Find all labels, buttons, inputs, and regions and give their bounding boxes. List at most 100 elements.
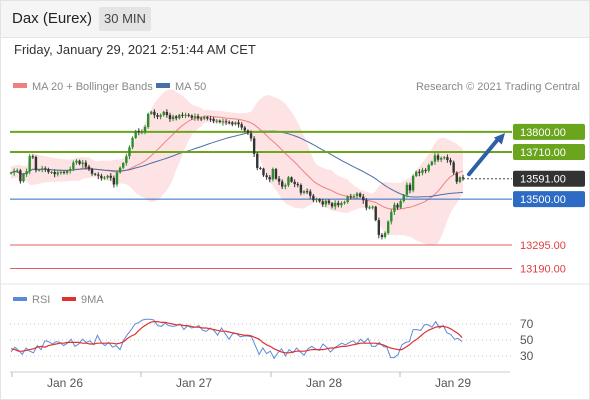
candle-body — [40, 168, 44, 170]
candle-body — [31, 156, 35, 158]
level-13295-00-label: 13295.00 — [520, 240, 566, 252]
candle-body — [265, 175, 268, 178]
candle-body — [215, 120, 218, 122]
candle-body — [333, 202, 337, 207]
main-legend: MA 20 + Bollinger Bands MA 50 Research ©… — [13, 81, 580, 93]
candle-body — [365, 200, 368, 208]
candle-body — [162, 111, 165, 116]
candle-body — [34, 156, 38, 171]
candle-body — [97, 174, 100, 176]
candle-body — [206, 117, 209, 119]
candle-body — [165, 111, 169, 116]
candle-body — [146, 113, 150, 127]
candle-body — [408, 184, 412, 191]
candle-body — [75, 160, 78, 163]
candle-body — [443, 157, 446, 159]
candle-body — [243, 127, 246, 131]
candle-body — [140, 131, 144, 133]
candle-body — [81, 162, 84, 164]
candle-body — [458, 177, 462, 182]
candle-body — [131, 137, 134, 148]
candle-body — [358, 193, 362, 197]
candle-body — [84, 162, 88, 167]
candle-body — [240, 124, 243, 128]
rsi-legend-swatch — [13, 297, 27, 301]
candle-body — [433, 155, 437, 162]
candle-body — [72, 162, 75, 170]
rsi-ma9-line — [10, 321, 463, 354]
instrument-title: Dax (Eurex) — [12, 10, 93, 27]
candle-body — [321, 201, 324, 205]
candle-body — [93, 173, 97, 175]
candle-body — [377, 220, 381, 235]
candle-body — [293, 181, 296, 185]
candle-body — [203, 117, 206, 119]
candle-body — [396, 204, 399, 208]
level-13591-00-badge — [513, 170, 585, 187]
candle-body — [175, 116, 178, 119]
candle-body — [312, 195, 315, 201]
candle-body — [56, 172, 59, 175]
candle-body — [100, 175, 103, 179]
candle-body — [415, 171, 418, 177]
candle-body — [122, 163, 125, 168]
candle-body — [374, 206, 377, 221]
candle-body — [383, 232, 387, 237]
candle-body — [343, 201, 346, 204]
candle-body — [368, 207, 371, 209]
candle-body — [330, 203, 334, 207]
time-axis: Jan 26 Jan 27 Jan 28 Jan 29 — [11, 372, 471, 390]
candle-body — [324, 200, 328, 205]
copyright-text: Research © 2021 Trading Central — [416, 81, 580, 93]
candle-body — [106, 175, 109, 178]
time-tick-label: Jan 26 — [47, 376, 83, 390]
candle-body — [352, 196, 356, 198]
forecast-arrow — [467, 135, 501, 177]
candle-body — [118, 167, 122, 173]
candle-body — [436, 155, 440, 160]
candle-body — [386, 221, 390, 233]
candle-body — [178, 114, 181, 119]
candle-body — [271, 169, 275, 180]
candle-body — [150, 111, 153, 114]
bollinger-band — [11, 89, 463, 246]
candle-body — [281, 181, 284, 187]
price-axis: 13800.00 13710.00 13591.00 13500.00 13295.00… — [513, 123, 585, 276]
candle-body — [284, 185, 287, 187]
candle-body — [168, 115, 172, 120]
candle-body — [109, 175, 112, 178]
candle-body — [199, 118, 203, 120]
candle-body — [25, 171, 28, 175]
candle-body — [16, 170, 19, 172]
candle-body — [277, 178, 281, 182]
candle-body — [252, 138, 256, 154]
candle-body — [439, 158, 443, 160]
candle-body — [393, 204, 396, 212]
candle-body — [309, 191, 312, 196]
candle-body — [62, 171, 66, 173]
candle-body — [65, 170, 69, 173]
candle-body — [137, 130, 141, 132]
rsi-ma9-legend-label: 9MA — [81, 294, 104, 306]
candle-body — [346, 196, 349, 202]
candle-body — [315, 199, 318, 201]
candle-body — [159, 115, 162, 117]
interval-selector[interactable]: 30 MIN — [99, 7, 151, 31]
candle-body — [78, 160, 81, 164]
level-13800-00-label: 13800.00 — [520, 127, 566, 139]
candle-body — [418, 171, 421, 173]
candle-body — [290, 177, 293, 182]
candle-body — [134, 130, 137, 138]
time-tick-label: Jan 27 — [176, 376, 212, 390]
candle-body — [50, 171, 53, 173]
candle-body — [212, 118, 215, 122]
candle-body — [355, 193, 359, 197]
rsi-plot — [10, 318, 512, 360]
candle-body — [59, 171, 63, 173]
candle-body — [128, 147, 131, 157]
candle-body — [427, 165, 430, 171]
candle-body — [224, 121, 228, 123]
ma20-legend-label: MA 20 + Bollinger Bands — [32, 81, 153, 93]
rsi-tick-50: 50 — [520, 333, 534, 347]
